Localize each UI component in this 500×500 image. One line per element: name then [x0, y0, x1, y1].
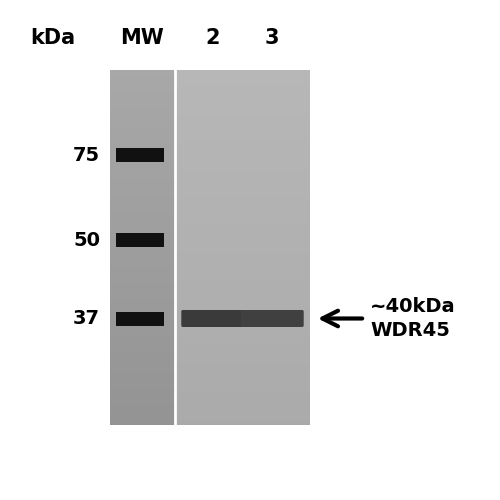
- Bar: [116, 312, 164, 326]
- Text: MW: MW: [120, 28, 164, 48]
- FancyBboxPatch shape: [240, 310, 304, 327]
- Text: 2: 2: [206, 28, 220, 48]
- Text: WDR45: WDR45: [370, 321, 450, 340]
- Text: kDa: kDa: [30, 28, 75, 48]
- Text: 50: 50: [73, 231, 100, 250]
- FancyBboxPatch shape: [182, 310, 244, 327]
- Text: 75: 75: [73, 146, 100, 165]
- Bar: [116, 234, 164, 247]
- Text: ~40kDa: ~40kDa: [370, 297, 456, 316]
- Text: 3: 3: [265, 28, 280, 48]
- Text: 37: 37: [73, 309, 100, 328]
- Bar: [116, 148, 164, 162]
